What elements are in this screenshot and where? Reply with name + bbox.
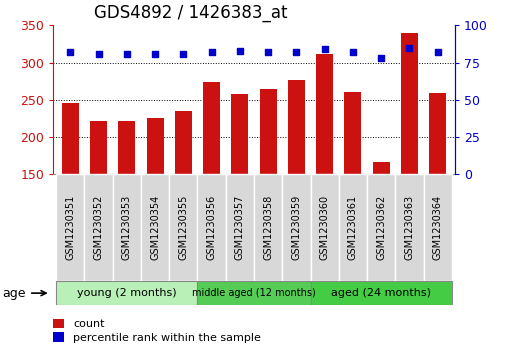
FancyBboxPatch shape [395, 174, 424, 281]
Text: GSM1230363: GSM1230363 [404, 195, 415, 260]
Text: GSM1230354: GSM1230354 [150, 195, 160, 260]
Text: GSM1230362: GSM1230362 [376, 195, 386, 260]
Bar [231, 94, 248, 174]
Legend: count, percentile rank within the sample: count, percentile rank within the sample [49, 314, 266, 347]
FancyBboxPatch shape [56, 174, 84, 281]
Point [349, 49, 357, 55]
Bar [118, 121, 135, 174]
Bar [373, 162, 390, 174]
Text: GDS4892 / 1426383_at: GDS4892 / 1426383_at [94, 4, 288, 22]
FancyBboxPatch shape [226, 174, 254, 281]
Bar [288, 81, 305, 174]
Point [236, 48, 244, 54]
Bar [147, 118, 164, 174]
Point [321, 46, 329, 52]
FancyBboxPatch shape [198, 281, 310, 305]
Point [208, 49, 216, 55]
Point [292, 49, 300, 55]
FancyBboxPatch shape [310, 281, 452, 305]
FancyBboxPatch shape [254, 174, 282, 281]
Bar [429, 93, 446, 174]
Text: GSM1230357: GSM1230357 [235, 195, 245, 261]
Point [264, 49, 272, 55]
Point [123, 51, 131, 57]
Bar [401, 33, 418, 174]
Text: GSM1230351: GSM1230351 [66, 195, 75, 260]
Text: GSM1230352: GSM1230352 [93, 195, 104, 261]
Text: young (2 months): young (2 months) [77, 288, 177, 298]
Text: GSM1230360: GSM1230360 [320, 195, 330, 260]
Bar [316, 54, 333, 174]
Point [151, 51, 159, 57]
FancyBboxPatch shape [339, 174, 367, 281]
Bar [260, 89, 277, 174]
Bar [62, 103, 79, 174]
Point [179, 51, 187, 57]
FancyBboxPatch shape [56, 281, 198, 305]
FancyBboxPatch shape [424, 174, 452, 281]
FancyBboxPatch shape [84, 174, 113, 281]
Text: GSM1230364: GSM1230364 [433, 195, 442, 260]
FancyBboxPatch shape [282, 174, 310, 281]
Text: aged (24 months): aged (24 months) [331, 288, 431, 298]
Bar [175, 111, 192, 174]
Bar [203, 82, 220, 174]
Point [377, 55, 385, 61]
FancyBboxPatch shape [198, 174, 226, 281]
Point [66, 49, 74, 55]
Text: GSM1230355: GSM1230355 [178, 195, 188, 261]
Text: GSM1230359: GSM1230359 [292, 195, 301, 260]
FancyBboxPatch shape [141, 174, 169, 281]
Text: GSM1230361: GSM1230361 [348, 195, 358, 260]
FancyBboxPatch shape [310, 174, 339, 281]
Text: age: age [3, 287, 46, 299]
Point [434, 49, 442, 55]
FancyBboxPatch shape [169, 174, 198, 281]
FancyBboxPatch shape [367, 174, 395, 281]
Text: GSM1230356: GSM1230356 [207, 195, 216, 260]
Text: GSM1230358: GSM1230358 [263, 195, 273, 260]
Bar [344, 92, 361, 174]
Bar [90, 121, 107, 174]
Text: middle aged (12 months): middle aged (12 months) [192, 288, 316, 298]
Point [94, 51, 103, 57]
FancyBboxPatch shape [113, 174, 141, 281]
Text: GSM1230353: GSM1230353 [122, 195, 132, 260]
Point [405, 45, 414, 50]
